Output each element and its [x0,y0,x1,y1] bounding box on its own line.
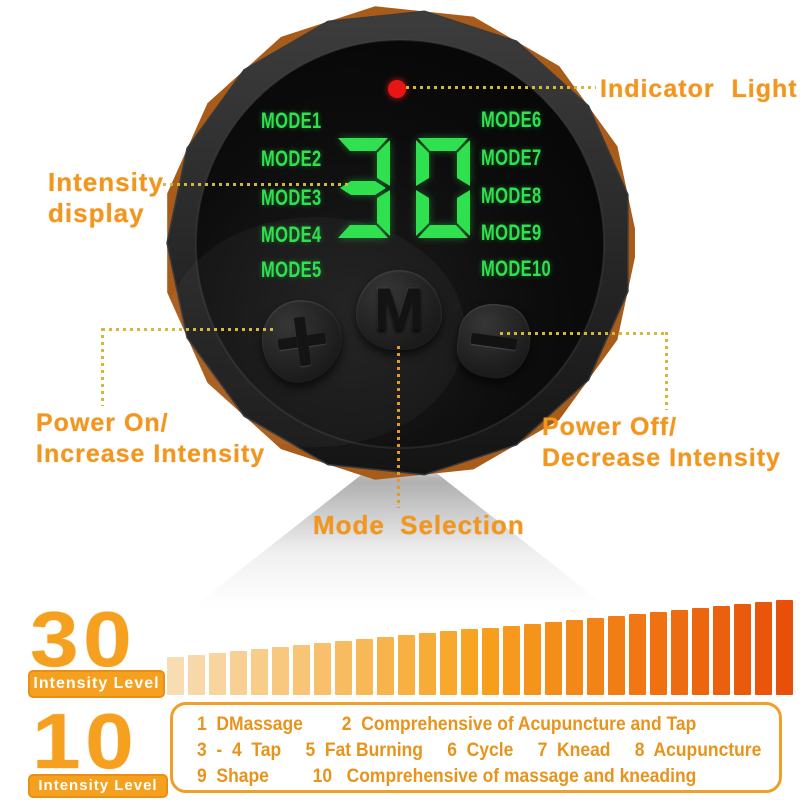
intensity-bar-27 [713,606,730,695]
mode-button[interactable]: M [356,270,442,350]
intensity-bar-5 [251,649,268,695]
power-off-label-line2: Decrease Intensity [542,444,781,472]
intensity-bar-2 [188,655,205,695]
intensity-callout-line [163,183,351,186]
intensity-level-count: 30 [30,595,137,683]
power-off-label-line1: Power Off/ [542,413,678,441]
intensity-bar-24 [650,612,667,695]
intensity-bar-19 [545,622,562,695]
intensity-bar-14 [440,631,457,695]
mode8-label: MODE8 [481,183,542,208]
power-on-label-line1: Power On/ [36,409,169,437]
power-on-label-line2: Increase Intensity [36,440,266,468]
mode-list-box: 1 DMassage 2 Comprehensive of Acupunctur… [170,702,782,793]
device-reflection [180,472,620,617]
intensity-bar-26 [692,608,709,695]
intensity-bar-30 [776,600,793,695]
intensity-bar-3 [209,653,226,695]
mode-level-badge: Intensity Level [28,774,168,798]
minus-icon [470,332,518,351]
mode4-label: MODE4 [261,222,322,247]
intensity-bar-10 [356,639,373,695]
power-off-callout-line-v [665,332,668,410]
intensity-bar-23 [629,614,646,695]
mode-selection-label: Mode Selection [313,510,525,540]
mode-list-line1: 1 DMassage 2 Comprehensive of Acupunctur… [197,714,697,735]
intensity-bar-chart [167,597,795,695]
intensity-bar-11 [377,637,394,695]
mode9-label: MODE9 [481,220,542,245]
intensity-bar-7 [293,645,310,695]
indicator-light-label: Indicator Light [600,75,798,103]
intensity-bar-9 [335,641,352,695]
intensity-bar-18 [524,624,541,695]
intensity-bar-8 [314,643,331,695]
intensity-bar-12 [398,635,415,695]
intensity-bar-29 [755,602,772,695]
intensity-bar-4 [230,651,247,695]
power-on-callout-line-v [101,328,104,406]
mode-button-letter: M [374,276,424,343]
intensity-bar-6 [272,647,289,695]
intensity-display-value [338,138,470,238]
intensity-bar-16 [482,628,499,695]
mode10-label: MODE10 [481,256,552,281]
mode5-label: MODE5 [261,257,322,282]
mode-level-count: 10 [32,697,139,785]
intensity-bar-20 [566,620,583,695]
intensity-level-badge: Intensity Level [28,670,165,698]
intensity-display-label-line2: display [48,198,145,228]
mode1-label: MODE1 [261,108,322,133]
indicator-callout-line [406,86,596,89]
mode-list-line2: 3 - 4 Tap 5 Fat Burning 6 Cycle 7 Knead … [197,740,762,761]
intensity-bar-17 [503,626,520,695]
mode7-label: MODE7 [481,145,542,170]
indicator-light-dot [388,80,406,98]
intensity-bar-21 [587,618,604,695]
power-off-callout-line-h [500,332,667,335]
intensity-bar-22 [608,616,625,695]
intensity-bar-25 [671,610,688,695]
mode3-label: MODE3 [261,185,322,210]
mode-callout-line [397,346,400,508]
mode2-label: MODE2 [261,146,322,171]
screen-bezel [195,39,605,449]
power-on-callout-line-h [102,328,274,331]
intensity-bar-28 [734,604,751,695]
intensity-bar-15 [461,629,478,695]
intensity-display-label-line1: Intensity [48,167,164,197]
mode-list-line3: 9 Shape 10 Comprehensive of massage and … [197,766,697,787]
intensity-bar-13 [419,633,436,695]
intensity-bar-1 [167,657,184,695]
mode6-label: MODE6 [481,107,542,132]
